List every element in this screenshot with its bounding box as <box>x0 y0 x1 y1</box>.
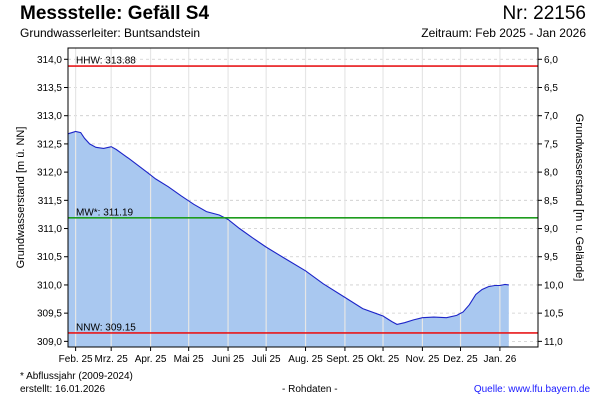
water-level-area <box>68 131 509 347</box>
y-tick-label: 309,5 <box>37 309 62 320</box>
source-link[interactable]: Quelle: www.lfu.bayern.de <box>473 384 590 395</box>
x-tick-label: Nov. 25 <box>406 354 440 365</box>
raw-data-note: - Rohdaten - <box>282 384 338 395</box>
x-tick-label: Aug. 25 <box>288 354 323 365</box>
reference-label-2: MW*: 311.19 <box>76 207 133 218</box>
y-tick-label: 313,0 <box>37 111 62 122</box>
aquifer-label: Grundwasserleiter: Buntsandstein <box>20 26 201 40</box>
y-right-tick-label: 10,0 <box>544 280 564 291</box>
y-tick-label: 313,5 <box>37 83 62 94</box>
y-axis-label-left: Grundwasserstand [m ü. NN] <box>15 127 27 269</box>
station-number: Nr: 22156 <box>502 3 586 24</box>
y-right-tick-label: 6,5 <box>544 83 558 94</box>
created-date: erstellt: 16.01.2026 <box>20 384 106 395</box>
y-right-tick-label: 11,0 <box>544 337 563 348</box>
y-right-tick-label: 8,5 <box>544 196 558 207</box>
x-tick-label: Okt. 25 <box>367 354 400 365</box>
x-tick-label: Juni 25 <box>212 354 245 365</box>
reference-label-3: NNW: 309.15 <box>76 322 136 333</box>
y-tick-label: 310,0 <box>37 280 62 291</box>
y-right-tick-label: 9,5 <box>544 252 558 263</box>
y-right-tick-label: 7,0 <box>544 111 558 122</box>
y-right-tick-label: 9,0 <box>544 224 558 235</box>
y-right-tick-label: 8,0 <box>544 168 558 179</box>
y-right-tick-label: 6,0 <box>544 55 558 66</box>
x-tick-label: Feb. 25 <box>59 354 93 365</box>
y-tick-label: 312,5 <box>37 139 62 150</box>
plot-frame <box>67 47 539 348</box>
y-tick-label: 310,5 <box>37 252 62 263</box>
period-label: Zeitraum: Feb 2025 - Jan 2026 <box>421 26 586 40</box>
water-level-line <box>67 130 509 325</box>
y-tick-label: 311,0 <box>38 224 63 235</box>
reference-label-1: HHW: 313.88 <box>76 56 136 67</box>
y-axis-label-right: Grundwasserstand [m u. Gelände] <box>573 114 585 282</box>
station-title: Messstelle: Gefäll S4 <box>20 3 210 24</box>
y-right-tick-label: 10,5 <box>544 309 564 320</box>
y-tick-label: 314,0 <box>37 55 62 66</box>
y-tick-label: 311,5 <box>38 196 63 207</box>
x-tick-label: Mai 25 <box>174 354 204 365</box>
y-right-tick-label: 7,5 <box>544 139 558 150</box>
y-tick-label: 312,0 <box>37 168 62 179</box>
x-tick-label: Mrz. 25 <box>95 354 129 365</box>
y-tick-label: 309,0 <box>37 337 62 348</box>
x-tick-label: Apr. 25 <box>135 354 167 365</box>
x-tick-label: Juli 25 <box>252 354 281 365</box>
footnote: * Abflussjahr (2009-2024) <box>20 371 133 382</box>
x-tick-label: Dez. 25 <box>443 354 478 365</box>
x-tick-label: Jan. 26 <box>483 354 516 365</box>
x-tick-label: Sept. 25 <box>326 354 364 365</box>
